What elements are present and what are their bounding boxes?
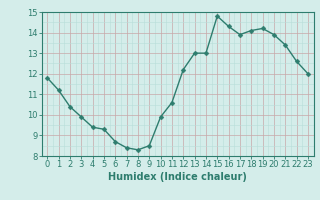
X-axis label: Humidex (Indice chaleur): Humidex (Indice chaleur) <box>108 172 247 182</box>
